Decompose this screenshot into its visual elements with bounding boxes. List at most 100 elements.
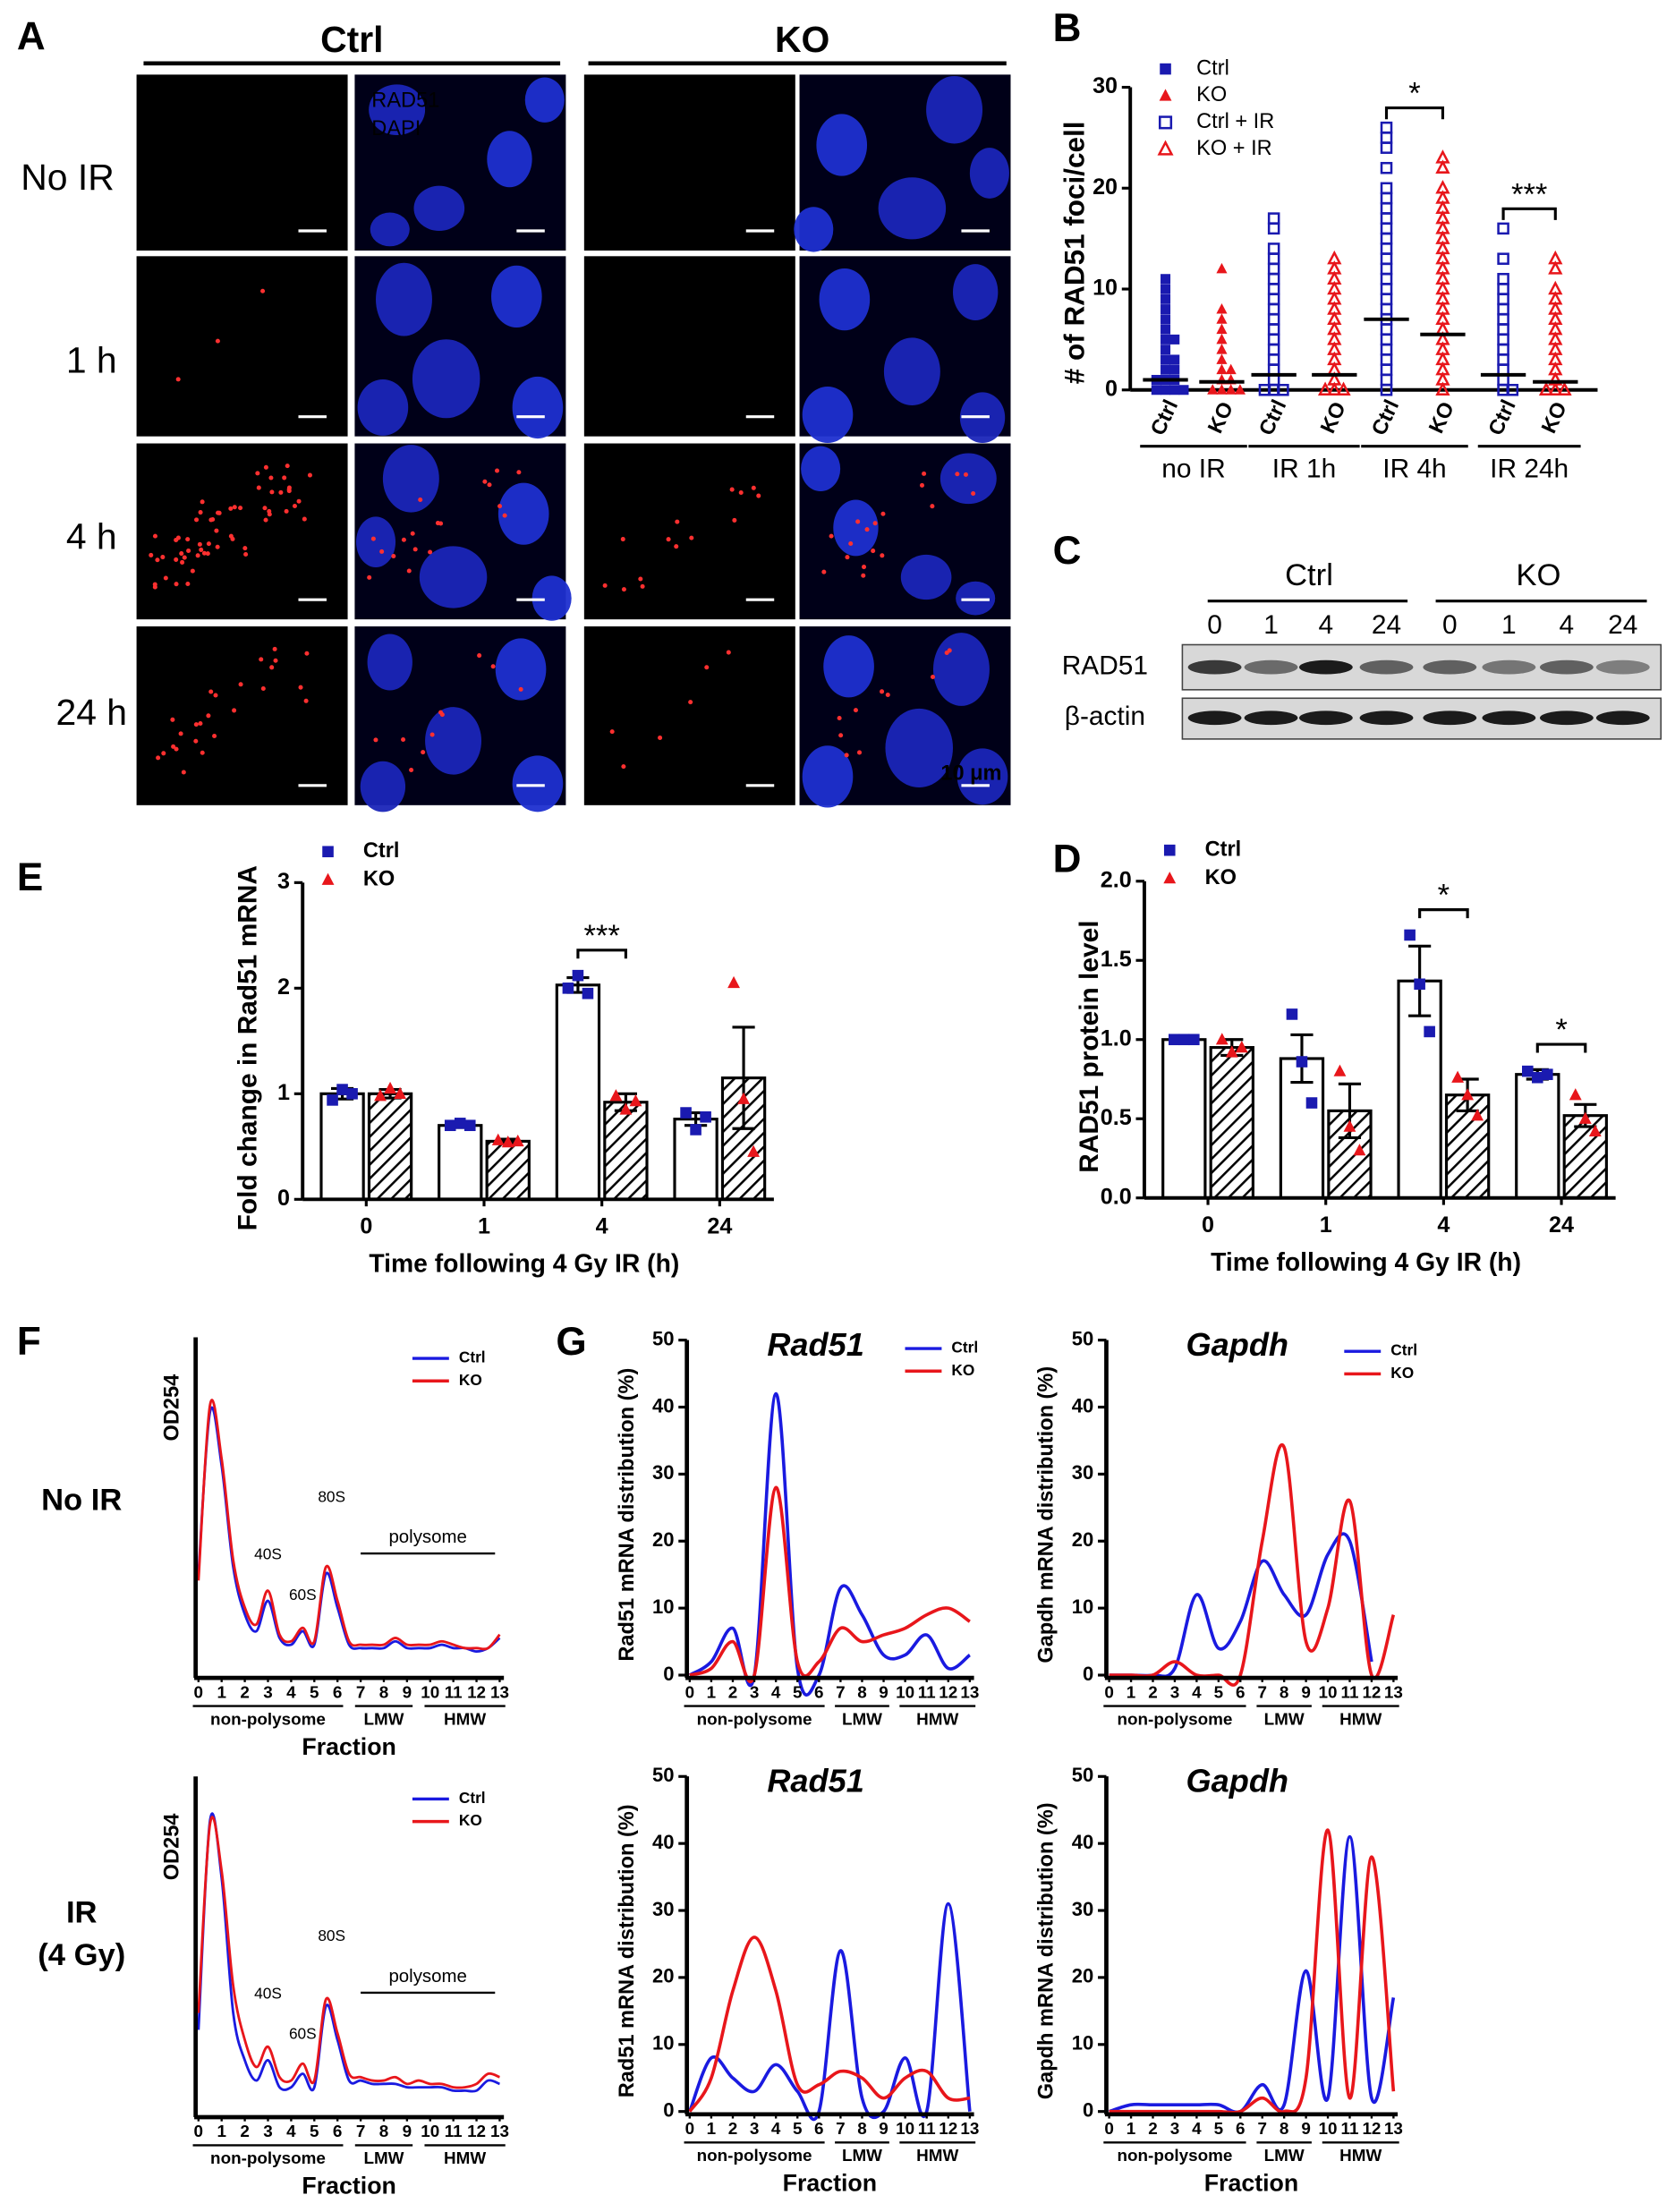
rad51-focus xyxy=(155,557,160,563)
data-point xyxy=(1435,230,1450,244)
rad51-focus xyxy=(174,557,179,562)
data-line xyxy=(1109,1442,1396,1687)
y-axis-label: Rad51 mRNA distribution (%) xyxy=(615,1368,638,1662)
x-tick-label: 4 xyxy=(286,1682,296,1701)
data-line xyxy=(197,1816,500,2089)
data-point xyxy=(1343,1119,1356,1132)
group-header: Ctrl xyxy=(320,19,383,60)
rad51-focus xyxy=(421,750,426,755)
x-axis-label: Fraction xyxy=(783,2170,877,2197)
rad51-focus xyxy=(199,547,204,552)
rad51-focus xyxy=(412,547,418,552)
data-point xyxy=(1435,371,1450,386)
data-point xyxy=(1216,323,1228,335)
panel-letter: B xyxy=(1053,6,1082,50)
micrograph xyxy=(136,256,348,437)
rad51-focus xyxy=(262,506,268,511)
x-tick-label: 8 xyxy=(857,1682,867,1701)
data-point xyxy=(1267,333,1280,346)
rad51-focus xyxy=(255,471,260,476)
data-point xyxy=(1216,313,1228,324)
rad51-focus xyxy=(689,535,694,540)
rad51-focus xyxy=(674,544,679,549)
legend-marker xyxy=(1163,872,1177,884)
x-tick-label: 12 xyxy=(467,1682,486,1701)
data-point xyxy=(1461,1088,1475,1101)
data-point xyxy=(1435,179,1450,194)
significance-label: * xyxy=(1408,77,1420,111)
blot-band xyxy=(1298,659,1353,675)
rad51-focus xyxy=(200,750,205,755)
blot-band xyxy=(1423,710,1477,726)
row-label: (4 Gy) xyxy=(38,1938,125,1972)
rad51-focus xyxy=(955,472,960,477)
y-tick-label: 2 xyxy=(277,974,290,1000)
bar xyxy=(1562,1114,1608,1200)
fraction-group-label: non-polysome xyxy=(1117,2146,1232,2165)
nucleus xyxy=(487,131,532,188)
data-point xyxy=(609,1089,623,1102)
rad51-focus xyxy=(856,750,863,755)
rad51-focus xyxy=(278,489,284,495)
data-point xyxy=(1451,1070,1465,1083)
data-point xyxy=(1380,363,1393,376)
y-tick-label: 50 xyxy=(652,1764,674,1786)
x-tick-label: 7 xyxy=(1257,2119,1267,2138)
data-point xyxy=(1380,302,1393,316)
bar xyxy=(1515,1073,1560,1200)
x-tick-label: 3 xyxy=(263,1682,273,1701)
data-point xyxy=(1497,293,1509,306)
data-point xyxy=(1380,252,1393,265)
micrograph xyxy=(583,626,795,805)
fraction-group-label: LMW xyxy=(363,1709,404,1728)
data-point xyxy=(1380,182,1393,195)
legend-label: KO xyxy=(1196,82,1227,106)
data-point xyxy=(1267,283,1280,295)
y-tick-label: 30 xyxy=(652,1461,674,1484)
y-tick-label: 50 xyxy=(1072,1327,1094,1349)
data-point xyxy=(1267,343,1280,356)
y-tick-label: 0 xyxy=(663,1663,674,1685)
nucleus xyxy=(512,755,564,812)
nucleus xyxy=(524,77,565,123)
rad51-focus xyxy=(238,506,243,511)
channel-label: DAPI xyxy=(371,116,421,140)
data-point xyxy=(1327,371,1342,386)
x-tick-label: 9 xyxy=(879,1682,889,1701)
rad51-focus xyxy=(609,729,615,735)
channel-label: RAD51 xyxy=(371,89,439,112)
data-point xyxy=(582,987,594,1000)
data-point xyxy=(1267,272,1280,285)
blot-band xyxy=(1539,710,1594,726)
rad51-focus xyxy=(149,552,154,557)
chart-title: Gapdh xyxy=(1186,1326,1288,1363)
rad51-focus xyxy=(175,377,181,382)
rad51-focus xyxy=(845,555,850,560)
y-tick-label: 20 xyxy=(652,1528,674,1551)
y-axis-label: # of RAD51 foci/cell xyxy=(1059,122,1091,385)
data-point xyxy=(1277,383,1289,396)
data-point xyxy=(1380,293,1393,306)
y-tick-label: 30 xyxy=(652,1898,674,1920)
y-tick-label: 0 xyxy=(277,1186,290,1211)
rad51-focus xyxy=(208,689,214,694)
lane-label: 0 xyxy=(1442,610,1458,640)
nucleus xyxy=(802,745,854,808)
data-point xyxy=(1497,343,1509,356)
nucleus xyxy=(823,635,874,698)
nucleus xyxy=(883,337,940,405)
panel-letter: E xyxy=(17,855,43,899)
x-tick-label: 8 xyxy=(379,1682,389,1701)
x-tick-label: 24 xyxy=(1549,1212,1574,1238)
x-tick-label: 7 xyxy=(356,1682,366,1701)
data-point xyxy=(1548,351,1563,366)
data-point xyxy=(1548,320,1563,336)
x-tick-label: 0 xyxy=(1104,2119,1114,2138)
rad51-focus xyxy=(193,738,199,744)
x-tick-label: Ctrl xyxy=(1254,396,1291,439)
data-point xyxy=(1404,929,1416,941)
rad51-focus xyxy=(302,516,307,522)
data-point xyxy=(1267,252,1280,265)
data-point xyxy=(1327,331,1342,345)
